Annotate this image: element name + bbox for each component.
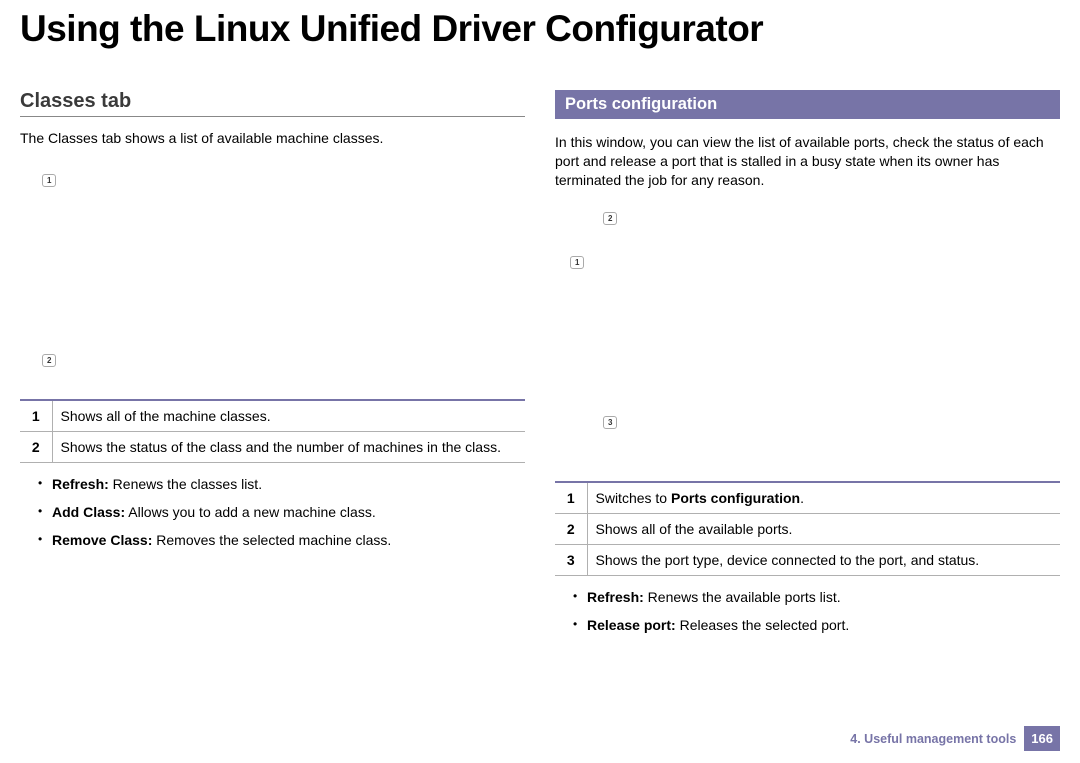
right-column: Ports configuration In this window, you … xyxy=(555,90,1060,643)
footer-chapter: 4. Useful management tools xyxy=(850,732,1016,746)
table-row: 3 Shows the port type, device connected … xyxy=(555,544,1060,575)
ports-intro: In this window, you can view the list of… xyxy=(555,133,1060,190)
callout-3: 3 xyxy=(603,416,617,429)
list-item: Refresh: Renews the available ports list… xyxy=(573,588,1060,607)
page-footer: 4. Useful management tools 166 xyxy=(850,726,1060,751)
bullet-bold: Remove Class: xyxy=(52,532,152,548)
classes-intro: The Classes tab shows a list of availabl… xyxy=(20,129,525,148)
bullet-text: Renews the classes list. xyxy=(109,476,262,492)
callout-2: 2 xyxy=(42,354,56,367)
bullet-text: Releases the selected port. xyxy=(676,617,850,633)
list-item: Add Class: Allows you to add a new machi… xyxy=(38,503,525,522)
row-num: 2 xyxy=(555,513,587,544)
content-columns: Classes tab The Classes tab shows a list… xyxy=(20,90,1060,643)
table-row: 1 Shows all of the machine classes. xyxy=(20,400,525,432)
ports-callout-area: 2 1 3 xyxy=(555,198,1060,473)
table-row: 2 Shows the status of the class and the … xyxy=(20,431,525,462)
list-item: Remove Class: Removes the selected machi… xyxy=(38,531,525,550)
row-text: Switches to Ports configuration. xyxy=(587,482,1060,514)
classes-table: 1 Shows all of the machine classes. 2 Sh… xyxy=(20,399,525,463)
bullet-bold: Release port: xyxy=(587,617,676,633)
ports-bullets: Refresh: Renews the available ports list… xyxy=(555,588,1060,635)
bullet-text: Renews the available ports list. xyxy=(644,589,841,605)
callout-2: 2 xyxy=(603,212,617,225)
row-text: Shows the port type, device connected to… xyxy=(587,544,1060,575)
callout-1: 1 xyxy=(570,256,584,269)
row-num: 1 xyxy=(20,400,52,432)
table-row: 1 Switches to Ports configuration. xyxy=(555,482,1060,514)
classes-bullets: Refresh: Renews the classes list. Add Cl… xyxy=(20,475,525,550)
bullet-bold: Refresh: xyxy=(52,476,109,492)
row-text: Shows all of the available ports. xyxy=(587,513,1060,544)
left-column: Classes tab The Classes tab shows a list… xyxy=(20,90,525,643)
row-text: Shows the status of the class and the nu… xyxy=(52,431,525,462)
classes-callout-area: 1 2 xyxy=(20,156,525,391)
row-num: 1 xyxy=(555,482,587,514)
page-title: Using the Linux Unified Driver Configura… xyxy=(20,0,1060,62)
bullet-bold: Refresh: xyxy=(587,589,644,605)
bullet-bold: Add Class: xyxy=(52,504,125,520)
row-num: 2 xyxy=(20,431,52,462)
ports-table: 1 Switches to Ports configuration. 2 Sho… xyxy=(555,481,1060,576)
table-row: 2 Shows all of the available ports. xyxy=(555,513,1060,544)
ports-bar: Ports configuration xyxy=(555,90,1060,119)
callout-1: 1 xyxy=(42,174,56,187)
bullet-text: Allows you to add a new machine class. xyxy=(125,504,376,520)
list-item: Release port: Releases the selected port… xyxy=(573,616,1060,635)
row-num: 3 xyxy=(555,544,587,575)
page-number: 166 xyxy=(1024,726,1060,751)
bullet-text: Removes the selected machine class. xyxy=(152,532,391,548)
classes-heading: Classes tab xyxy=(20,90,525,117)
row-text: Shows all of the machine classes. xyxy=(52,400,525,432)
list-item: Refresh: Renews the classes list. xyxy=(38,475,525,494)
